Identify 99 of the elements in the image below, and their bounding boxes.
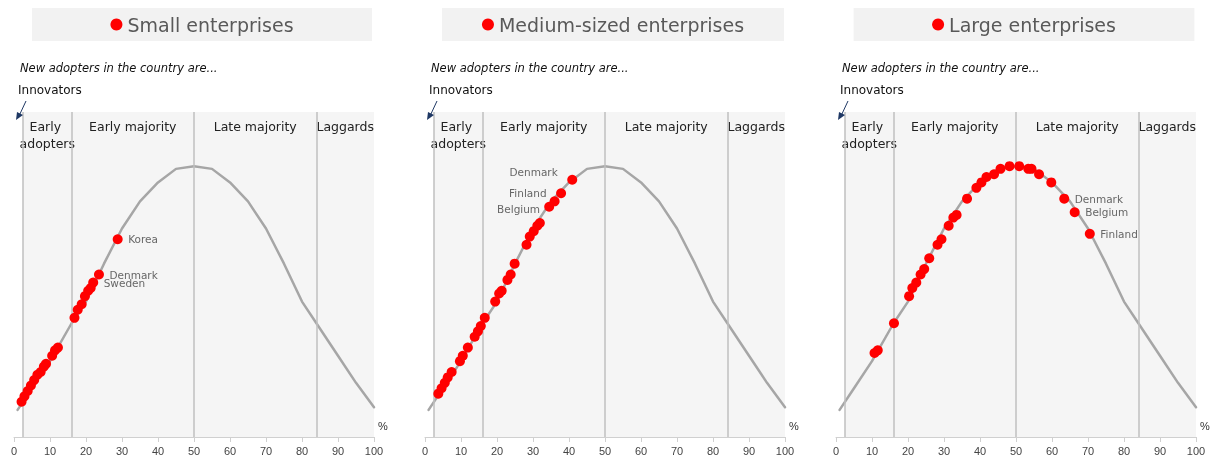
point bbox=[904, 291, 915, 302]
point bbox=[1046, 177, 1057, 188]
x-tick-label: 60 bbox=[1045, 444, 1059, 457]
chart-subtitle: New adopters in the country are... bbox=[20, 61, 218, 75]
x-tick-label: 10 bbox=[454, 444, 468, 457]
point bbox=[76, 299, 87, 310]
band-label: Early adopters bbox=[841, 119, 898, 151]
point bbox=[1004, 161, 1015, 172]
point bbox=[69, 312, 80, 323]
band-label: Early majority bbox=[911, 119, 1000, 134]
x-tick-label: 80 bbox=[1117, 444, 1131, 457]
x-tick-label: 0 bbox=[421, 444, 429, 457]
x-tick-label: 90 bbox=[742, 444, 756, 457]
x-tick-label: 70 bbox=[670, 444, 684, 457]
legend-label: Medium-sized enterprises bbox=[498, 13, 745, 36]
x-tick-label: 70 bbox=[259, 444, 273, 457]
annotation: Finland bbox=[1100, 227, 1138, 240]
text: Innovators bbox=[429, 83, 493, 97]
point bbox=[556, 188, 567, 199]
text: Innovators bbox=[18, 83, 82, 97]
x-tick-label: 90 bbox=[331, 444, 345, 457]
band-label: Late majority bbox=[624, 119, 709, 134]
x-tick-label: 0 bbox=[10, 444, 18, 457]
x-axis-title: % bbox=[789, 419, 799, 432]
x-tick-label: 90 bbox=[1153, 444, 1167, 457]
point bbox=[1034, 169, 1045, 180]
x-tick-label: 30 bbox=[526, 444, 540, 457]
point bbox=[1069, 207, 1080, 218]
x-tick-label: 10 bbox=[43, 444, 57, 457]
text: Innovators bbox=[840, 83, 904, 97]
point bbox=[888, 318, 899, 329]
x-tick-label: 70 bbox=[1081, 444, 1095, 457]
band-label: Laggards bbox=[727, 119, 785, 134]
chart-subtitle: New adopters in the country are... bbox=[431, 61, 629, 75]
x-tick-label: 20 bbox=[901, 444, 915, 457]
x-tick-label: 100 bbox=[1186, 444, 1206, 457]
x-tick-label: 40 bbox=[973, 444, 987, 457]
point bbox=[1084, 228, 1095, 239]
point bbox=[446, 367, 457, 377]
x-tick-label: 40 bbox=[151, 444, 165, 457]
x-tick-label: 10 bbox=[865, 444, 879, 457]
point bbox=[919, 264, 930, 275]
x-tick-label: 40 bbox=[562, 444, 576, 457]
x-tick-label: 50 bbox=[1009, 444, 1023, 457]
x-tick-label: 100 bbox=[775, 444, 795, 457]
x-axis-title: % bbox=[378, 419, 388, 432]
point bbox=[1014, 161, 1025, 172]
point bbox=[475, 320, 486, 331]
x-tick-label: 80 bbox=[706, 444, 720, 457]
point bbox=[462, 342, 473, 353]
point bbox=[567, 174, 578, 185]
point bbox=[457, 350, 468, 361]
x-tick-label: 50 bbox=[598, 444, 612, 457]
annotation: Korea bbox=[128, 233, 158, 246]
point bbox=[989, 169, 1000, 180]
band-label: Early majority bbox=[500, 119, 589, 134]
legend-label: Large enterprises bbox=[949, 13, 1116, 36]
annotation: Finland bbox=[509, 187, 547, 200]
point bbox=[995, 163, 1006, 174]
x-tick-label: 60 bbox=[223, 444, 237, 457]
x-tick-label: 20 bbox=[490, 444, 504, 457]
point bbox=[924, 253, 935, 264]
band-label: Laggards bbox=[316, 119, 374, 134]
point bbox=[490, 296, 501, 307]
point bbox=[943, 220, 954, 231]
point bbox=[981, 172, 992, 182]
x-tick-label: 60 bbox=[634, 444, 648, 457]
point bbox=[1059, 193, 1070, 204]
x-tick-label: 30 bbox=[937, 444, 951, 457]
point bbox=[479, 312, 490, 323]
x-tick-label: 80 bbox=[295, 444, 309, 457]
point bbox=[88, 277, 99, 288]
legend-label: Small enterprises bbox=[127, 13, 294, 36]
x-tick-label: 100 bbox=[364, 444, 384, 457]
band-label: Early adopters bbox=[430, 119, 487, 151]
x-axis-title: % bbox=[1200, 419, 1210, 432]
x-tick-label: 30 bbox=[115, 444, 129, 457]
x-tick-label: 20 bbox=[79, 444, 93, 457]
point bbox=[911, 277, 922, 288]
annotation: Denmark bbox=[509, 165, 559, 178]
chart-subtitle: New adopters in the country are... bbox=[842, 61, 1040, 75]
point bbox=[93, 269, 104, 280]
point bbox=[936, 234, 947, 245]
point bbox=[509, 258, 520, 269]
band-label: Early majority bbox=[89, 119, 178, 134]
point bbox=[505, 269, 516, 280]
x-tick-label: 50 bbox=[187, 444, 201, 457]
annotation: Belgium bbox=[497, 203, 541, 216]
band-label: Laggards bbox=[1138, 119, 1196, 134]
annotation: Denmark bbox=[1074, 192, 1124, 205]
point bbox=[549, 196, 560, 207]
point bbox=[521, 239, 532, 250]
annotation: Belgium bbox=[1085, 206, 1129, 219]
band-label: Early adopters bbox=[19, 119, 76, 151]
point bbox=[112, 234, 123, 245]
band-label: Late majority bbox=[213, 119, 298, 134]
band-label: Late majority bbox=[1035, 119, 1120, 134]
point bbox=[962, 193, 973, 204]
x-tick-label: 0 bbox=[832, 444, 840, 457]
